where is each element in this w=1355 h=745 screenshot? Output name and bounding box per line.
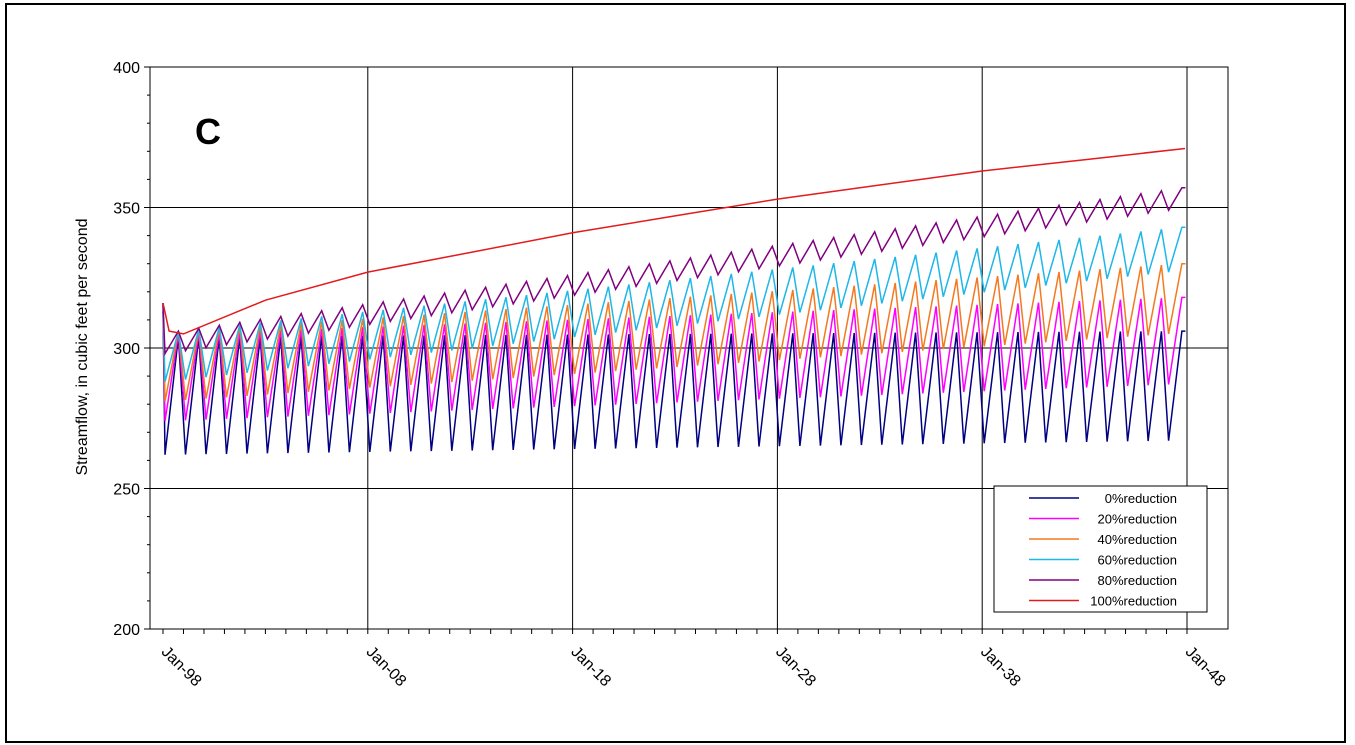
y-tick-label: 200 <box>113 622 140 639</box>
panel-label: C <box>195 111 221 152</box>
series-line-100pct-reduction <box>162 147 1186 335</box>
chart-svg: 200 250 300 350 400 Jan-98 Jan-08 Jan-18 Jan-28 J… <box>74 60 1229 690</box>
series-line-20pct-reduction <box>162 296 1186 422</box>
legend: 0%reduction 20%reduction 40%reduction 60%re… <box>993 485 1208 613</box>
y-tick-label: 350 <box>113 201 140 218</box>
legend-label: 20%reduction <box>1098 512 1178 527</box>
legend-label: 0%reduction <box>1105 491 1177 506</box>
legend-label: 100%reduction <box>1090 594 1177 609</box>
legend-label: 60%reduction <box>1098 553 1178 568</box>
series-line-80pct-reduction <box>162 187 1186 357</box>
chart-frame: 200 250 300 350 400 Jan-98 Jan-08 Jan-18 Jan-28 J… <box>5 3 1346 743</box>
y-tick-label: 250 <box>113 482 140 499</box>
x-tick-label: Jan-08 <box>363 643 410 690</box>
legend-label: 40%reduction <box>1098 532 1178 547</box>
series-line-0pct-reduction <box>162 311 1186 455</box>
y-tick-label: 400 <box>113 60 140 77</box>
x-tick-label: Jan-98 <box>158 643 205 690</box>
legend-label: 80%reduction <box>1098 573 1178 588</box>
x-tick-label: Jan-38 <box>977 643 1024 690</box>
x-tick-label: Jan-18 <box>567 643 614 690</box>
y-axis-title: Streamflow, in cubic feet per second <box>74 218 91 475</box>
series-line-40pct-reduction <box>162 262 1186 402</box>
legend-box <box>993 485 1208 613</box>
x-tick-label: Jan-48 <box>1182 643 1229 690</box>
series-line-60pct-reduction <box>162 226 1186 382</box>
series-layer <box>162 147 1186 455</box>
y-tick-label: 300 <box>113 341 140 358</box>
x-tick-label: Jan-28 <box>772 643 819 690</box>
